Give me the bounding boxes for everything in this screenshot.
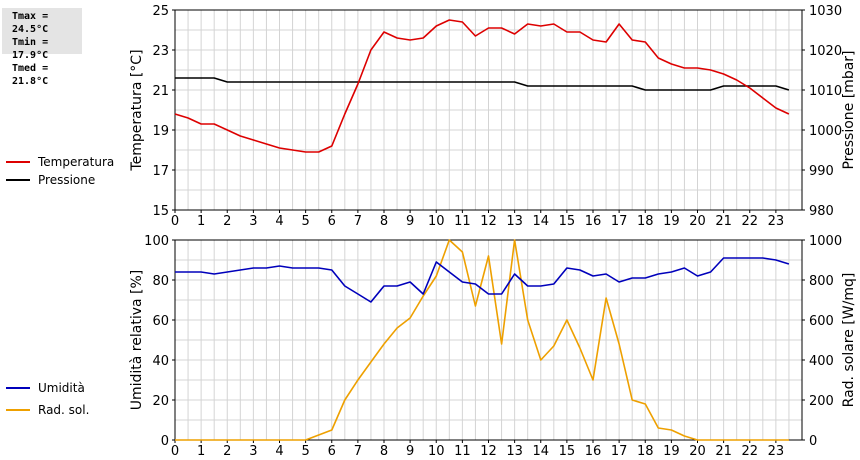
x-tick-label: 19 xyxy=(663,214,680,229)
x-tick-label: 20 xyxy=(689,444,706,459)
x-tick-label: 23 xyxy=(768,444,785,459)
x-tick-label: 8 xyxy=(380,214,388,229)
x-tick-label: 14 xyxy=(532,444,549,459)
stats-box: Tmax = 24.5°C Tmin = 17.9°C Tmed = 21.8°… xyxy=(2,8,82,87)
x-tick-label: 14 xyxy=(532,214,549,229)
y-left-tick-label: 0 xyxy=(161,434,169,449)
x-tick-label: 11 xyxy=(454,214,471,229)
x-tick-label: 13 xyxy=(506,444,523,459)
x-tick-label: 4 xyxy=(275,214,283,229)
x-tick-label: 20 xyxy=(689,214,706,229)
x-tick-label: 21 xyxy=(715,444,732,459)
stat-tmed: Tmed = 21.8°C xyxy=(12,63,49,87)
x-tick-label: 2 xyxy=(223,214,231,229)
x-tick-label: 17 xyxy=(611,444,628,459)
y-right-axis-label: Rad. solare [W/mq] xyxy=(841,273,857,408)
y-left-tick-label: 15 xyxy=(152,204,169,219)
x-tick-label: 0 xyxy=(171,214,179,229)
y-right-tick-label: 1020 xyxy=(809,44,842,59)
y-right-tick-label: 600 xyxy=(809,314,834,329)
y-left-tick-label: 21 xyxy=(152,84,169,99)
y-left-tick-label: 100 xyxy=(144,234,169,249)
series-line-pressione xyxy=(175,77,790,91)
x-tick-label: 8 xyxy=(380,444,388,459)
y-right-tick-label: 200 xyxy=(809,394,834,409)
x-tick-label: 12 xyxy=(480,214,497,229)
y-left-axis-label: Temperatura [°C] xyxy=(129,49,145,171)
x-tick-label: 12 xyxy=(480,444,497,459)
y-left-tick-label: 60 xyxy=(152,314,169,329)
x-tick-label: 21 xyxy=(715,214,732,229)
legend-label: Temperatura xyxy=(37,155,114,169)
legend-label: Pressione xyxy=(38,173,95,187)
y-right-tick-label: 0 xyxy=(809,434,817,449)
x-tick-label: 18 xyxy=(637,214,654,229)
x-tick-label: 0 xyxy=(171,444,179,459)
x-tick-label: 5 xyxy=(301,444,309,459)
x-tick-label: 3 xyxy=(249,214,257,229)
series-line-rad-sol xyxy=(175,239,789,441)
x-tick-label: 22 xyxy=(741,214,758,229)
y-left-tick-label: 17 xyxy=(152,164,169,179)
x-tick-label: 23 xyxy=(768,214,785,229)
series-line-temperatura xyxy=(174,19,790,153)
chart-panel-2: 0 1 2 3 4 5 6 7 8 9 10 11 12 13 14 15 16 17 18 19 20 21 22 2302… xyxy=(6,234,857,459)
x-tick-label: 6 xyxy=(328,214,336,229)
y-right-tick-label: 1010 xyxy=(809,84,842,99)
x-tick-label: 3 xyxy=(249,444,257,459)
y-right-axis-label: Pressione [mbar] xyxy=(841,50,857,169)
y-right-tick-label: 1000 xyxy=(809,234,842,249)
x-tick-label: 10 xyxy=(428,214,445,229)
x-tick-label: 10 xyxy=(428,444,445,459)
y-left-tick-label: 19 xyxy=(152,124,169,139)
y-right-tick-label: 980 xyxy=(809,204,834,219)
stat-tmin: Tmin = 17.9°C xyxy=(12,37,49,61)
stat-tmax: Tmax = 24.5°C xyxy=(12,11,49,35)
x-tick-label: 7 xyxy=(354,214,362,229)
y-left-tick-label: 23 xyxy=(152,44,169,59)
x-tick-label: 22 xyxy=(741,444,758,459)
x-tick-label: 15 xyxy=(559,214,576,229)
x-tick-label: 7 xyxy=(354,444,362,459)
y-left-tick-label: 20 xyxy=(152,394,169,409)
y-right-tick-label: 1030 xyxy=(809,4,842,19)
x-tick-label: 11 xyxy=(454,444,471,459)
y-right-tick-label: 400 xyxy=(809,354,834,369)
x-tick-label: 17 xyxy=(611,214,628,229)
legend-label: Umidità xyxy=(38,381,85,395)
x-tick-label: 9 xyxy=(406,214,414,229)
y-left-tick-label: 80 xyxy=(152,274,169,289)
x-tick-label: 5 xyxy=(301,214,309,229)
x-tick-label: 16 xyxy=(585,444,602,459)
y-left-axis-label: Umidità relativa [%] xyxy=(129,270,145,411)
x-tick-label: 2 xyxy=(223,444,231,459)
x-tick-label: 1 xyxy=(197,214,205,229)
x-tick-label: 6 xyxy=(328,444,336,459)
x-tick-label: 18 xyxy=(637,444,654,459)
x-tick-label: 19 xyxy=(663,444,680,459)
x-tick-label: 4 xyxy=(275,444,283,459)
x-tick-label: 1 xyxy=(197,444,205,459)
y-left-tick-label: 25 xyxy=(152,4,169,19)
y-right-tick-label: 990 xyxy=(809,164,834,179)
y-left-tick-label: 40 xyxy=(152,354,169,369)
x-tick-label: 15 xyxy=(559,444,576,459)
series-line-umidit xyxy=(175,257,790,303)
x-tick-label: 13 xyxy=(506,214,523,229)
legend-label: Rad. sol. xyxy=(38,403,89,417)
y-right-tick-label: 800 xyxy=(809,274,834,289)
y-right-tick-label: 1000 xyxy=(809,124,842,139)
x-tick-label: 9 xyxy=(406,444,414,459)
x-tick-label: 16 xyxy=(585,214,602,229)
chart-panel-1: 0 1 2 3 4 5 6 7 8 9 10 11 12 13 14 15 16 17 18 19 20 21 22 2315… xyxy=(6,4,857,229)
